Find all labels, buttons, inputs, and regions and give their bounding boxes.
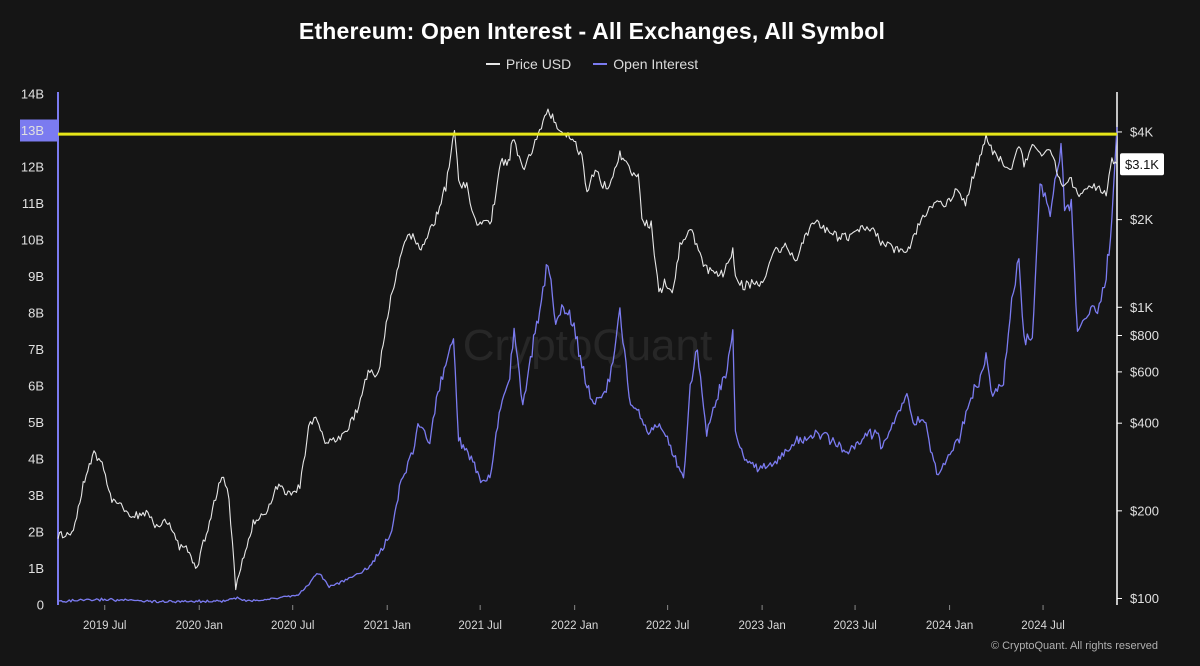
current-price-label: $3.1K bbox=[1125, 157, 1159, 172]
series-line-price bbox=[57, 108, 1118, 591]
current-price-badge bbox=[1120, 153, 1164, 176]
left-tick-label: 6B bbox=[28, 379, 44, 394]
legend-item-price[interactable]: Price USD bbox=[485, 56, 572, 72]
right-tick-label: $4K bbox=[1130, 124, 1153, 139]
left-tick-label: 10B bbox=[21, 233, 44, 248]
right-tick-label: $800 bbox=[1130, 328, 1159, 343]
left-tick-label: 3B bbox=[28, 488, 44, 503]
x-tick-label: 2022 Jan bbox=[551, 620, 598, 632]
left-tick-label: 12B bbox=[21, 160, 44, 175]
chart-title: Ethereum: Open Interest - All Exchanges,… bbox=[298, 18, 886, 44]
left-tick-label: 2B bbox=[28, 525, 44, 540]
right-tick-label: $100 bbox=[1130, 591, 1159, 606]
right-tick-label: $600 bbox=[1130, 364, 1159, 379]
right-tick-label: $400 bbox=[1130, 416, 1159, 431]
x-tick-label: 2021 Jan bbox=[364, 620, 411, 632]
x-tick-label: 2020 Jul bbox=[271, 620, 314, 632]
left-tick-label: 0 bbox=[37, 598, 44, 613]
right-tick-label: $1K bbox=[1130, 300, 1153, 315]
legend-label-price: Price USD bbox=[505, 56, 572, 72]
left-tick-label: 11B bbox=[22, 196, 44, 211]
left-tick-label: 5B bbox=[28, 415, 44, 430]
left-tick-label: 8B bbox=[28, 306, 44, 321]
legend-item-open-interest[interactable]: Open Interest bbox=[593, 56, 698, 72]
left-tick-highlight bbox=[20, 119, 57, 142]
left-tick-label: 4B bbox=[28, 452, 44, 467]
x-tick-label: 2024 Jul bbox=[1021, 620, 1064, 632]
x-tick-label: 2020 Jan bbox=[176, 620, 223, 632]
left-tick-label: 9B bbox=[28, 269, 44, 284]
x-tick-label: 2021 Jul bbox=[458, 620, 501, 632]
legend-swatch-open-interest bbox=[593, 63, 608, 65]
watermark: CryptoQuant bbox=[463, 321, 712, 370]
legend: Price USD Open Interest bbox=[0, 56, 1184, 72]
left-tick-label: 13B bbox=[21, 123, 44, 138]
x-tick-label: 2022 Jul bbox=[646, 620, 689, 632]
x-tick-label: 2024 Jan bbox=[926, 620, 973, 632]
right-tick-label: $2K bbox=[1130, 212, 1153, 227]
left-tick-label: 1B bbox=[28, 561, 44, 576]
x-tick-label: 2023 Jul bbox=[833, 620, 876, 632]
x-tick-label: 2023 Jan bbox=[738, 620, 785, 632]
footer-credit: © CryptoQuant. All rights reserved bbox=[990, 640, 1158, 652]
legend-label-open-interest: Open Interest bbox=[613, 56, 699, 72]
left-tick-label: 7B bbox=[28, 342, 44, 357]
right-tick-label: $200 bbox=[1130, 503, 1159, 518]
series-line-open-interest bbox=[57, 126, 1118, 604]
left-tick-label: 14B bbox=[21, 87, 44, 102]
x-tick-label: 2019 Jul bbox=[83, 620, 126, 632]
legend-swatch-price bbox=[485, 63, 500, 65]
